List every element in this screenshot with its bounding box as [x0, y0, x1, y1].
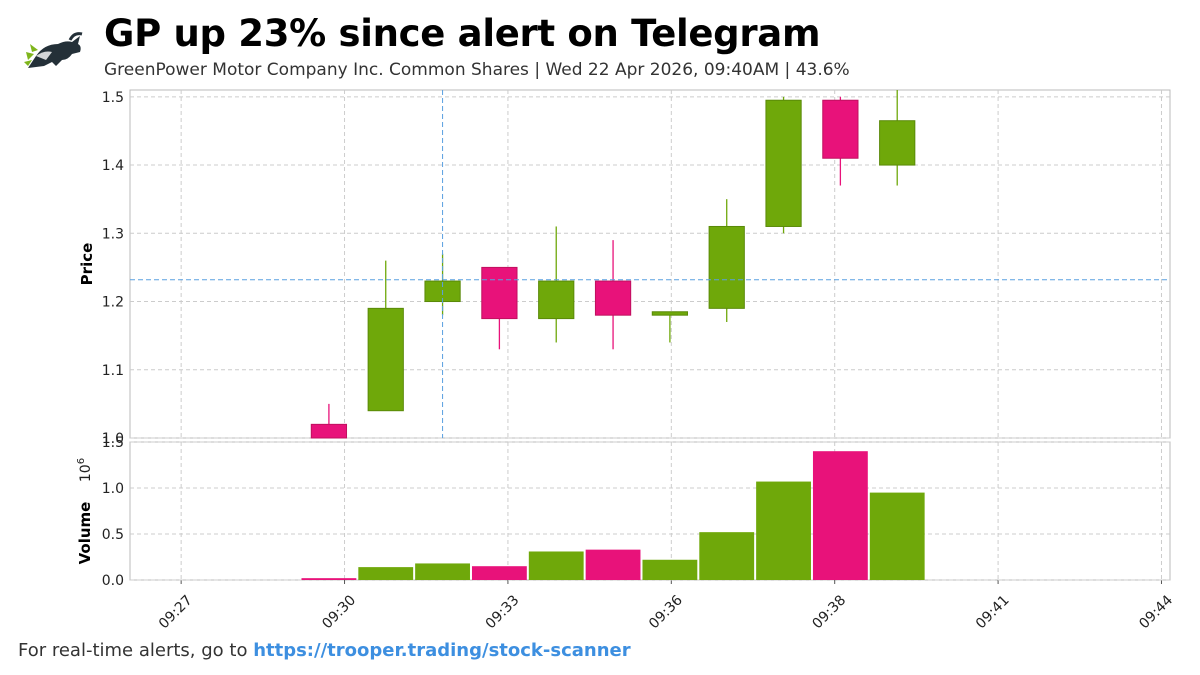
- footer: For real-time alerts, go to https://troo…: [18, 640, 631, 661]
- alert-title: GP up 23% since alert on Telegram: [104, 12, 821, 55]
- x-tick-label: 09:44: [1136, 592, 1176, 632]
- volume-axis-label: Volume: [76, 502, 94, 565]
- candle-body: [481, 266, 518, 320]
- bull-logo-icon: [24, 32, 83, 68]
- price-y-tick-label: 1.5: [102, 90, 124, 106]
- price-axis-label: Price: [78, 243, 96, 286]
- volume-bar: [301, 578, 357, 580]
- scanner-link[interactable]: https://trooper.trading/stock-scanner: [253, 640, 631, 661]
- x-tick-label: 09:36: [646, 592, 686, 632]
- volume-bar: [812, 451, 868, 580]
- candle-body: [765, 99, 802, 227]
- volume-scale-exponent: 6: [76, 458, 87, 464]
- price-y-tick-label: 1.1: [102, 363, 124, 379]
- volume-bar: [358, 567, 414, 580]
- candle-body: [879, 120, 916, 166]
- price-y-tick-label: 1.4: [102, 158, 124, 174]
- volume-y-tick-label: 1.5: [102, 435, 124, 451]
- subtitle: GreenPower Motor Company Inc. Common Sha…: [104, 60, 850, 80]
- volume-bar: [471, 566, 527, 580]
- volume-y-tick-label: 1.0: [102, 481, 124, 497]
- volume-bar: [756, 481, 811, 580]
- x-tick-label: 09:41: [973, 592, 1013, 632]
- candlestick-chart: 09:27 09:30 09:33 09:36 09:38 09:41 09:441.01.…: [76, 89, 1176, 632]
- volume-bar: [585, 549, 641, 580]
- candle-body: [310, 423, 348, 439]
- candle-body: [594, 280, 632, 316]
- x-tick-label: 09:27: [156, 592, 196, 632]
- x-tick-label: 09:33: [483, 592, 523, 632]
- company-name: GreenPower Motor Company Inc. Common Sha…: [104, 60, 529, 80]
- alert-datetime: Wed 22 Apr 2026, 09:40AM: [545, 60, 780, 80]
- candle-body: [367, 307, 404, 412]
- x-tick-label: 09:30: [319, 592, 359, 632]
- volume-bar: [869, 492, 925, 580]
- volume-panel-frame: [129, 441, 1171, 581]
- volume-y-tick-label: 0.0: [102, 573, 124, 589]
- price-y-tick-label: 1.3: [102, 226, 124, 242]
- footer-text: For real-time alerts, go to: [18, 640, 254, 661]
- candle-body: [651, 311, 689, 316]
- candle-body: [708, 225, 745, 309]
- volume-bar: [415, 563, 470, 580]
- candle-body: [822, 99, 859, 159]
- percent-change: 43.6%: [795, 60, 850, 80]
- volume-bar: [642, 559, 698, 580]
- volume-bar: [699, 532, 755, 580]
- volume-scale-label: 106: [76, 458, 94, 482]
- subtitle-separator: |: [528, 60, 546, 80]
- x-tick-label: 09:38: [809, 592, 849, 632]
- candle-body: [538, 280, 575, 320]
- price-y-tick-label: 1.2: [102, 295, 124, 311]
- volume-y-tick-label: 0.5: [102, 527, 124, 543]
- volume-bar: [528, 551, 584, 580]
- price-y-tick-label: 1.0: [102, 431, 124, 447]
- price-panel-frame: [129, 89, 1171, 439]
- subtitle-separator: |: [779, 60, 796, 80]
